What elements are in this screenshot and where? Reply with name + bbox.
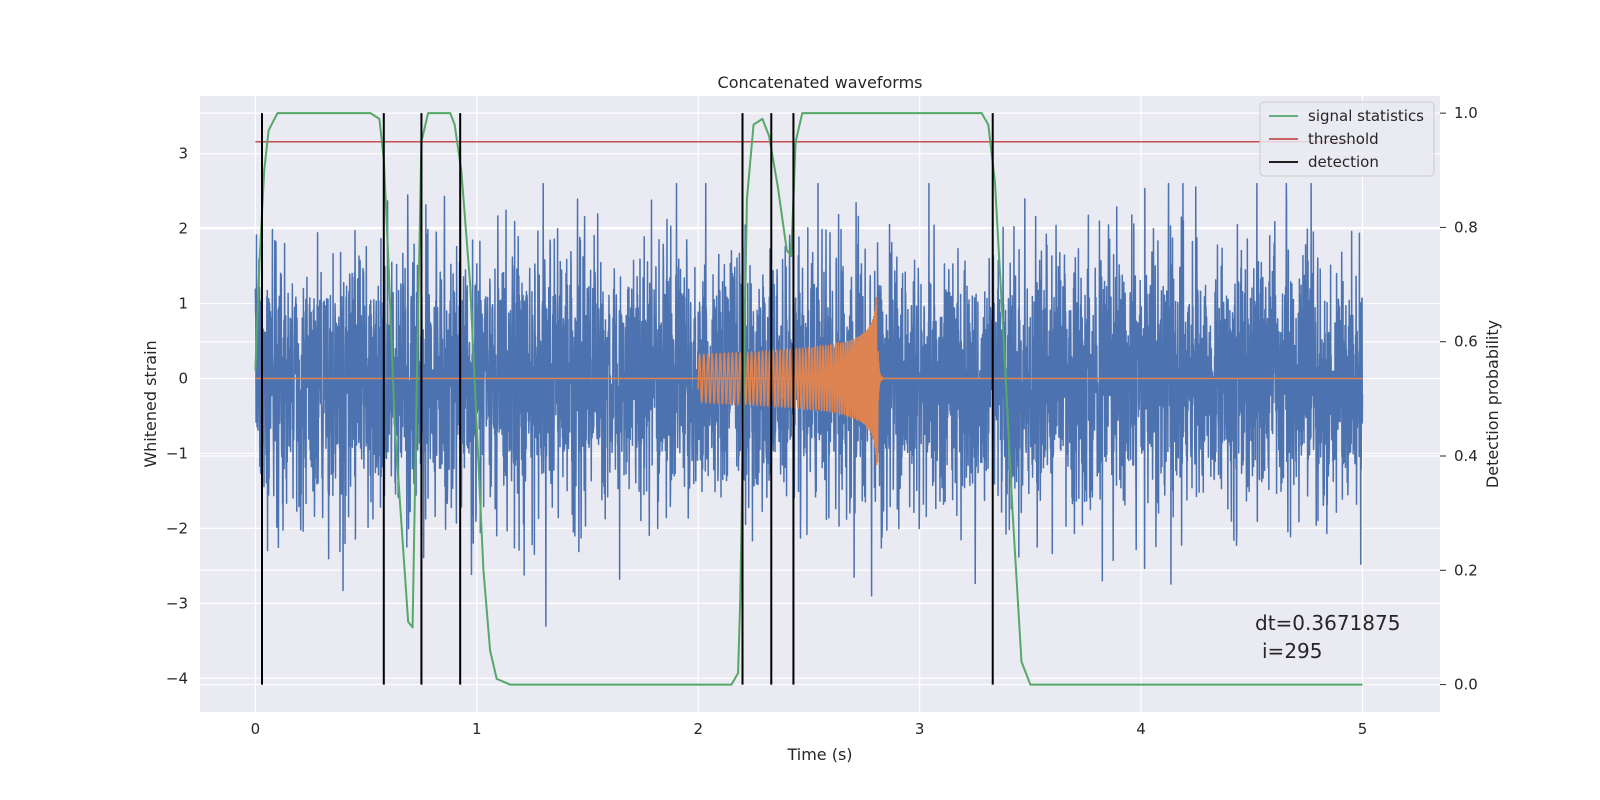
y-tick-label: −1: [166, 444, 188, 462]
annotation-index: i=295: [1262, 639, 1323, 663]
y-right-tick-label: 0.6: [1454, 333, 1478, 351]
y-tick-label: 1: [178, 295, 188, 313]
annotation-dt: dt=0.3671875: [1255, 611, 1400, 635]
tick-labels: 0 1 2 3 4 5 3 2 1 0 −1 −2 −3 −4 1.0 0.8 0.6 0.4 0.2 0.0: [166, 104, 1478, 738]
y-right-tick-label: 0.0: [1454, 676, 1478, 694]
y-tick-label: 3: [178, 145, 188, 163]
x-tick-label: 1: [472, 720, 482, 738]
legend-label-threshold: threshold: [1308, 130, 1379, 148]
y-axis-label: Whitened strain: [141, 340, 160, 467]
x-tick-label: 2: [693, 720, 703, 738]
y-tick-label: 2: [178, 220, 188, 238]
x-axis-label: Time (s): [786, 745, 852, 764]
x-tick-label: 4: [1136, 720, 1146, 738]
y-right-tick-label: 0.8: [1454, 218, 1478, 236]
series-injected-waveform: [697, 297, 884, 466]
y-tick-label: 0: [178, 370, 188, 388]
legend-label-signal-statistics: signal statistics: [1308, 107, 1424, 125]
y-tick-label: −2: [166, 519, 188, 537]
legend-label-detection: detection: [1308, 153, 1379, 171]
series-signal-statistics: [254, 112, 1363, 686]
y-tick-label: −3: [166, 594, 188, 612]
legend-box: [1259, 101, 1435, 177]
x-tick-label: 5: [1358, 720, 1368, 738]
chart-title: Concatenated waveforms: [718, 73, 923, 92]
series-strain-noise: [254, 182, 1364, 627]
data-layer: [254, 112, 1364, 686]
x-tick-label: 0: [251, 720, 261, 738]
x-tick-label: 3: [915, 720, 925, 738]
y-right-tick-label: 1.0: [1454, 104, 1478, 122]
legend: signal statistics threshold detection: [1259, 101, 1435, 177]
y-right-axis-label: Detection probability: [1483, 320, 1502, 488]
y-right-tick-label: 0.2: [1454, 561, 1478, 579]
y-right-tick-label: 0.4: [1454, 447, 1478, 465]
y-tick-label: −4: [166, 669, 188, 687]
